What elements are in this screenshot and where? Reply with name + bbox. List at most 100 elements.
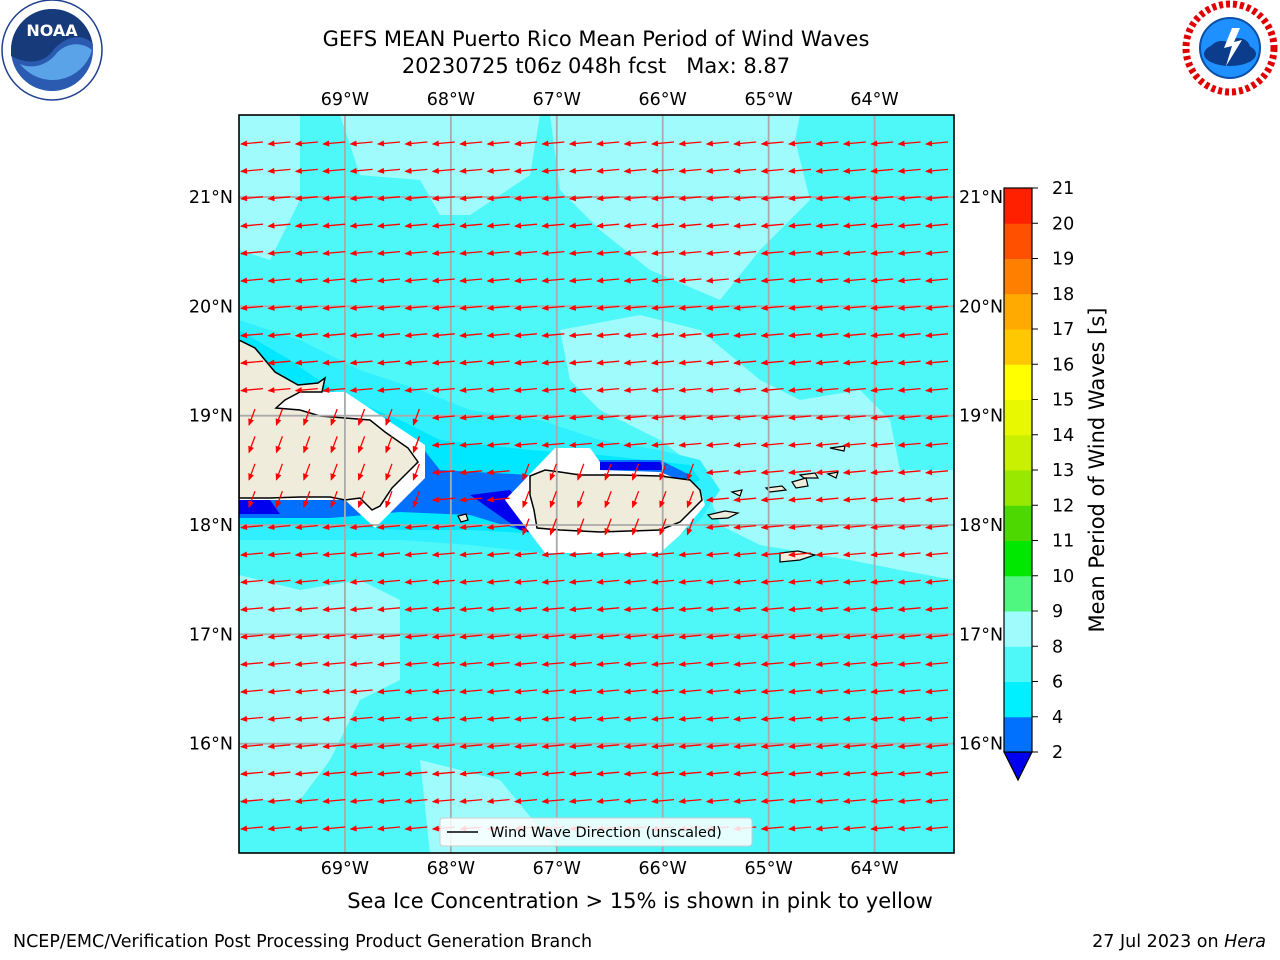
- wind-arrow: [651, 387, 675, 394]
- title-line-1: GEFS MEAN Puerto Rico Mean Period of Win…: [322, 27, 870, 51]
- wind-arrow: [925, 414, 949, 421]
- wind-arrow: [815, 688, 839, 695]
- wind-arrow: [349, 195, 373, 202]
- wind-arrow: [678, 798, 702, 805]
- wind-arrow: [541, 140, 565, 147]
- wind-arrow: [568, 606, 592, 613]
- wind-arrow: [349, 633, 373, 640]
- wind-arrow: [925, 551, 949, 558]
- lon-label-top: 69°W: [321, 90, 369, 110]
- wind-arrow: [686, 490, 695, 509]
- wind-arrow: [385, 463, 393, 481]
- wind-arrow: [678, 387, 702, 394]
- wind-arrow: [514, 304, 538, 311]
- lon-label-top: 64°W: [850, 90, 898, 110]
- wind-arrow: [431, 770, 455, 777]
- wind-arrow: [870, 250, 894, 257]
- wind-arrow: [514, 441, 538, 448]
- wind-arrow: [322, 332, 346, 339]
- wind-arrow: [897, 441, 921, 448]
- wind-arrow: [486, 414, 510, 421]
- wind-arrow: [842, 359, 866, 366]
- wind-arrow: [240, 195, 264, 202]
- wind-arrow: [678, 441, 702, 448]
- wind-arrow: [760, 250, 784, 257]
- wind-arrow: [568, 414, 592, 421]
- wind-arrow: [541, 770, 565, 777]
- wind-arrow: [541, 578, 565, 585]
- wind-arrow: [404, 798, 428, 805]
- wind-arrow: [357, 436, 366, 454]
- wind-arrow: [568, 359, 592, 366]
- wind-arrow: [788, 195, 812, 202]
- wind-arrow: [568, 304, 592, 311]
- land-puerto-rico: [529, 469, 703, 533]
- wind-arrow: [760, 496, 784, 503]
- wind-arrow: [294, 167, 318, 174]
- wind-arrow: [870, 332, 894, 339]
- colorbar-segment: [1004, 505, 1032, 541]
- wind-arrow: [705, 195, 729, 202]
- wind-arrow: [842, 277, 866, 284]
- wind-arrow: [349, 359, 373, 366]
- lat-label-right: 20°N: [959, 297, 1003, 317]
- wind-arrow: [870, 304, 894, 311]
- colorbar-tick-label: 18: [1052, 285, 1074, 305]
- wind-arrow: [294, 715, 318, 722]
- wind-arrow: [760, 715, 784, 722]
- wind-arrow: [842, 770, 866, 777]
- wind-arrow: [870, 578, 894, 585]
- wind-arrow: [897, 140, 921, 147]
- wind-arrow: [870, 441, 894, 448]
- wind-arrow: [623, 688, 647, 695]
- wind-arrow: [459, 304, 483, 311]
- wind-arrow: [705, 441, 729, 448]
- lat-label-right: 16°N: [959, 735, 1003, 755]
- wind-arrow: [514, 688, 538, 695]
- colorbar-segment: [1004, 223, 1032, 259]
- wind-arrow: [651, 359, 675, 366]
- legend-label: Wind Wave Direction (unscaled): [490, 825, 722, 841]
- wind-arrow: [651, 661, 675, 668]
- wind-arrow: [623, 551, 647, 558]
- map-legend: Wind Wave Direction (unscaled): [439, 817, 753, 847]
- wind-arrow: [925, 688, 949, 695]
- wind-arrow: [733, 195, 757, 202]
- wind-arrow: [897, 414, 921, 421]
- wind-arrow: [815, 770, 839, 777]
- wind-arrow: [514, 661, 538, 668]
- wind-arrow: [815, 715, 839, 722]
- wind-arrow: [623, 250, 647, 257]
- wind-arrow: [870, 195, 894, 202]
- wind-arrow: [541, 606, 565, 613]
- wind-arrow: [596, 633, 620, 640]
- wind-arrow: [596, 304, 620, 311]
- wind-arrow: [623, 414, 647, 421]
- wind-arrow: [349, 661, 373, 668]
- wind-arrow: [705, 277, 729, 284]
- wind-arrow: [541, 798, 565, 805]
- wind-arrow: [733, 496, 757, 503]
- wind-arrow: [294, 332, 318, 339]
- wind-arrow: [486, 496, 510, 503]
- wind-arrow: [925, 167, 949, 174]
- colorbar-title: Mean Period of Wind Waves [s]: [1085, 307, 1109, 633]
- colorbar-segment: [1004, 258, 1032, 295]
- wind-arrow: [459, 688, 483, 695]
- wind-arrow: [377, 387, 401, 394]
- wind-arrow: [294, 825, 318, 832]
- wind-arrow: [322, 606, 346, 613]
- wind-arrow: [760, 167, 784, 174]
- wind-arrow: [240, 387, 264, 394]
- wind-arrow: [330, 463, 338, 481]
- wind-arrow: [385, 408, 393, 426]
- colorbar-tick-label: 8: [1052, 637, 1063, 657]
- lat-label-left: 18°N: [189, 516, 233, 536]
- wind-arrow: [349, 304, 373, 311]
- wind-arrow: [815, 551, 839, 558]
- wind-arrow: [733, 606, 757, 613]
- wind-arrow: [678, 770, 702, 777]
- wind-arrow: [541, 277, 565, 284]
- field-8-9s-northeast: [550, 115, 810, 300]
- wind-arrow: [705, 359, 729, 366]
